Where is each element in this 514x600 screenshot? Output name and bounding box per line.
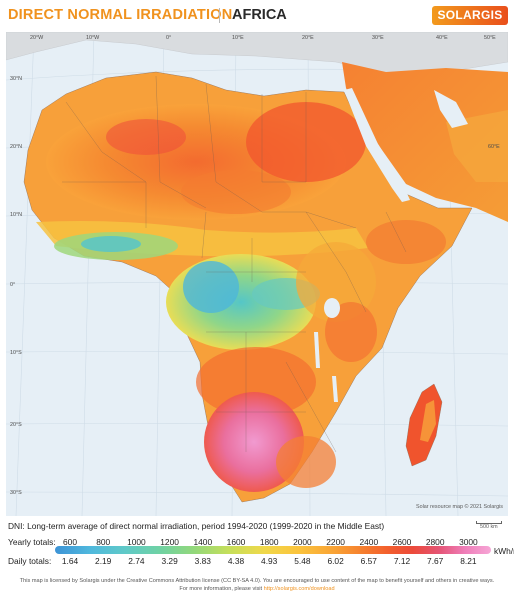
country-borders <box>62 75 407 453</box>
unit-label: kWh/m² <box>494 546 514 556</box>
scale-bar <box>476 521 502 524</box>
daily-total-value: 1.64 <box>61 556 79 566</box>
lon-label: 40°E <box>436 35 448 41</box>
europe-landmass <box>6 32 508 75</box>
daily-total-value: 2.19 <box>95 556 112 566</box>
lon-label: 60°E <box>488 144 500 150</box>
yearly-total-value: 1800 <box>259 537 279 547</box>
map-credit: Solar resource map © 2021 Solargis <box>416 504 503 510</box>
lat-label: 30°S <box>10 490 22 496</box>
daily-total-value: 7.67 <box>427 556 444 566</box>
header: DIRECT NORMAL IRRADIATION AFRICA SOLARGI… <box>0 0 514 32</box>
scale-bar-label: 500 km <box>480 524 498 530</box>
daily-total-value: 7.12 <box>393 556 411 566</box>
lat-label: 10°N <box>10 212 22 218</box>
horn-of-africa-region <box>366 220 446 264</box>
yearly-total-value: 1400 <box>193 537 213 547</box>
daily-totals-label: Daily totals: <box>8 556 52 566</box>
yearly-total-value: 2600 <box>392 537 412 547</box>
daily-total-value: 2.74 <box>128 556 145 566</box>
daily-total-value: 6.57 <box>360 556 377 566</box>
lon-label: 20°W <box>30 35 44 41</box>
map-canvas[interactable]: 30°N 20°N 10°N 0° 10°S 20°S 30°S 20°W 10… <box>6 32 508 516</box>
lon-label: 20°E <box>302 35 314 41</box>
yearly-total-value: 2200 <box>326 537 345 547</box>
region-title: AFRICA <box>232 7 287 23</box>
yearly-total-value: 2800 <box>425 537 445 547</box>
daily-total-value: 4.38 <box>227 556 245 566</box>
yearly-total-value: 2400 <box>359 537 379 547</box>
lat-label: 20°S <box>10 422 22 428</box>
map-title: DIRECT NORMAL IRRADIATION <box>8 7 233 23</box>
lon-label: 50°E <box>484 35 496 41</box>
more-info-prefix: For more information, please visit <box>179 586 263 592</box>
dni-color-scale <box>55 546 491 554</box>
yearly-total-value: 1200 <box>160 537 179 547</box>
yearly-total-value: 1000 <box>127 537 146 547</box>
daily-total-value: 4.93 <box>261 556 278 566</box>
lat-label: 10°S <box>10 350 22 356</box>
yearly-total-value: 800 <box>96 537 111 547</box>
yearly-total-value: 1600 <box>226 537 246 547</box>
red-sea <box>344 88 410 202</box>
lon-label: 10°E <box>232 35 244 41</box>
lon-label: 0° <box>166 35 171 41</box>
lat-label: 0° <box>10 282 15 288</box>
title-separator <box>219 8 220 23</box>
yearly-totals-label: Yearly totals: <box>8 537 56 547</box>
dni-map: 30°N 20°N 10°N 0° 10°S 20°S 30°S 20°W 10… <box>6 32 508 516</box>
license-text: This map is licensed by Solargis under t… <box>19 578 495 584</box>
download-link[interactable]: http://solargis.com/download <box>263 586 335 592</box>
daily-total-value: 8.21 <box>460 556 477 566</box>
daily-total-value: 6.02 <box>327 556 344 566</box>
yearly-total-value: 600 <box>63 537 77 547</box>
daily-total-value: 3.83 <box>194 556 211 566</box>
daily-total-value: 3.29 <box>161 556 178 566</box>
lat-label: 20°N <box>10 144 22 150</box>
lon-label: 30°E <box>372 35 384 41</box>
lake-victoria <box>324 298 340 318</box>
more-info-text: For more information, please visit http:… <box>0 586 514 592</box>
yearly-total-value: 3000 <box>459 537 478 547</box>
dni-caption: DNI: Long-term average of direct normal … <box>8 521 385 531</box>
lon-label: 10°W <box>86 35 100 41</box>
yearly-total-value: 2000 <box>293 537 312 547</box>
arabia-landmass <box>342 62 508 222</box>
lat-label: 30°N <box>10 76 22 82</box>
daily-total-value: 5.48 <box>294 556 311 566</box>
solargis-logo[interactable]: SOLARGIS <box>432 6 508 25</box>
